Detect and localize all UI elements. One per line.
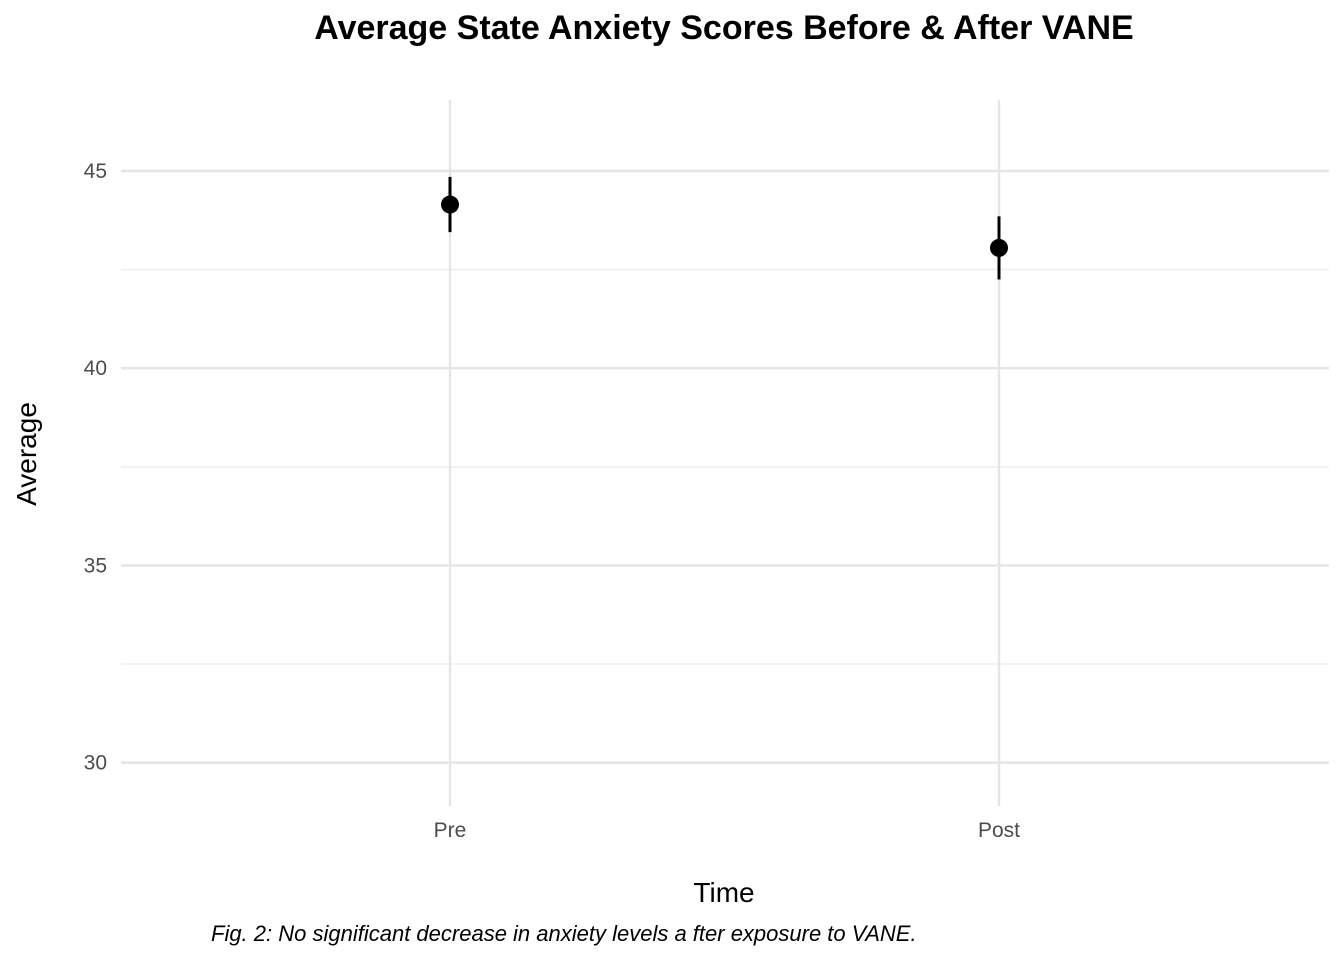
y-tick-label: 30 bbox=[84, 752, 107, 775]
y-tick-label: 45 bbox=[84, 160, 107, 183]
grid-layer bbox=[121, 100, 1329, 806]
y-axis-title: Average bbox=[11, 402, 42, 506]
marks-layer bbox=[441, 176, 1008, 280]
figure-caption: Fig. 2: No significant decrease in anxie… bbox=[211, 921, 917, 946]
x-axis-title: Time bbox=[693, 877, 754, 908]
x-tick-label: Post bbox=[978, 819, 1020, 842]
ticks-layer: 30 35 40 45 Pre Post bbox=[84, 160, 1021, 842]
y-tick-label: 40 bbox=[84, 357, 107, 380]
data-point bbox=[990, 238, 1008, 257]
x-tick-label: Pre bbox=[434, 819, 467, 842]
y-tick-label: 35 bbox=[84, 554, 107, 577]
data-point bbox=[441, 195, 459, 214]
chart-title: Average State Anxiety Scores Before & Af… bbox=[314, 9, 1133, 47]
